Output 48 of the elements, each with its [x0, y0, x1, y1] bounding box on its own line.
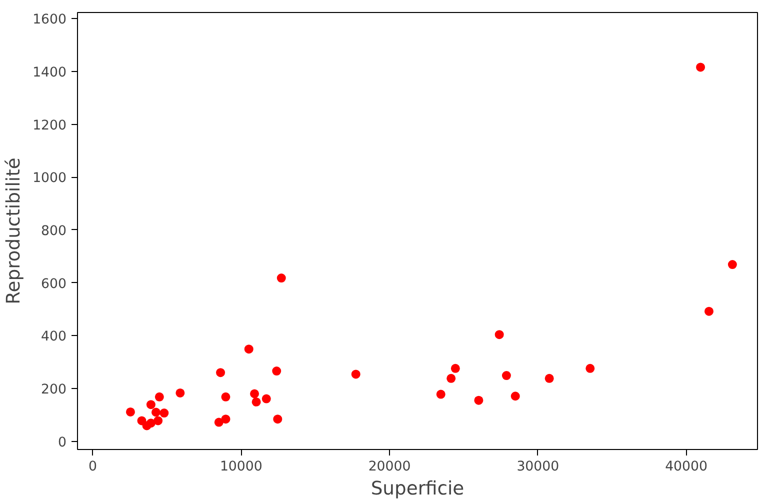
- point: [214, 418, 224, 427]
- point: [510, 392, 520, 401]
- point: [154, 416, 163, 426]
- x-tick-label: 40000: [665, 460, 708, 474]
- point: [272, 366, 282, 376]
- y-axis-title: Reproductibilité: [4, 158, 25, 304]
- point: [250, 389, 260, 398]
- point: [276, 274, 286, 283]
- point: [494, 330, 504, 340]
- x-tick-label: 30000: [516, 460, 560, 474]
- x-axis-title: Superficie: [370, 478, 464, 500]
- point: [151, 408, 160, 417]
- point: [160, 408, 169, 418]
- x-tick-label: 10000: [220, 460, 262, 474]
- y-tick-label: 1600: [32, 12, 67, 28]
- point: [586, 364, 595, 373]
- point: [704, 306, 714, 316]
- point: [351, 370, 360, 379]
- point: [446, 374, 456, 383]
- y-tick-label: 1200: [32, 118, 67, 134]
- y-tick-label: 1000: [32, 171, 67, 186]
- x-tick-label: 0: [88, 460, 98, 474]
- point: [252, 397, 261, 406]
- y-tick-label: 0: [58, 435, 67, 450]
- point: [474, 396, 484, 405]
- point: [502, 371, 511, 380]
- y-tick-label: 200: [41, 382, 67, 398]
- point: [728, 260, 737, 270]
- y-tick-label: 800: [41, 224, 67, 239]
- point: [244, 344, 254, 354]
- point: [176, 388, 185, 398]
- y-tick-label: 400: [41, 330, 67, 345]
- point: [436, 390, 446, 399]
- point: [221, 414, 230, 424]
- point: [450, 364, 460, 373]
- point: [273, 414, 282, 424]
- point: [221, 392, 230, 402]
- point: [146, 400, 156, 410]
- y-tick-label: 1400: [32, 65, 67, 80]
- x-tick-label: 20000: [368, 460, 411, 474]
- point: [544, 374, 554, 383]
- point: [126, 407, 135, 416]
- point: [154, 392, 164, 402]
- point: [146, 418, 156, 428]
- point: [262, 394, 271, 404]
- y-tick-label: 600: [41, 276, 67, 292]
- point: [696, 62, 706, 72]
- point: [216, 368, 226, 378]
